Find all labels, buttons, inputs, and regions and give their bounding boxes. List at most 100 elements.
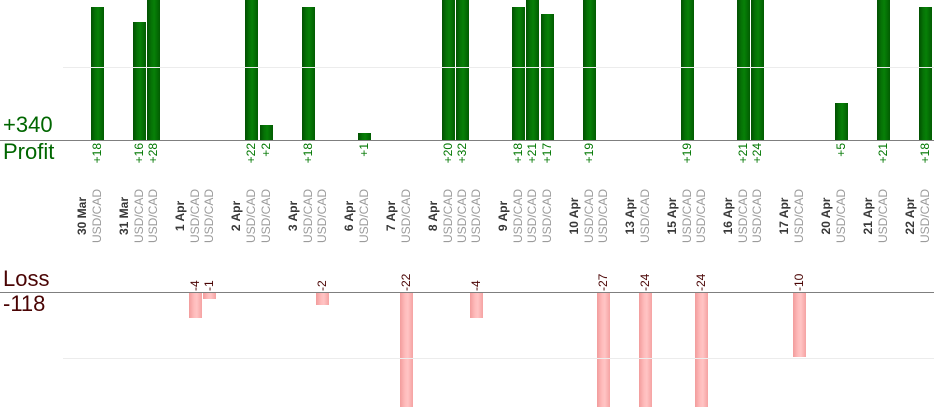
trade-value-label: +18 <box>511 143 526 164</box>
profit-bar <box>526 0 540 140</box>
loss-bar <box>399 292 413 407</box>
instrument-tick-label: USD/CAD <box>188 188 203 244</box>
date-tick-label: 22 Apr <box>903 197 918 235</box>
trade-value-label: +21 <box>736 143 750 164</box>
trade-value-label: +20 <box>440 143 455 164</box>
instrument-tick-label: USD/CAD <box>146 188 161 244</box>
date-tick-label: 9 Apr <box>496 200 511 232</box>
trade-value-label: -2 <box>314 280 329 291</box>
profit-bar <box>582 0 596 140</box>
instrument-tick-label: USD/CAD <box>581 188 596 244</box>
profit-bar <box>540 14 554 140</box>
loss-bar <box>315 292 329 305</box>
profit-bars-panel <box>0 0 934 140</box>
instrument-tick-label: USD/CAD <box>595 188 610 244</box>
trade-value-label: +5 <box>834 143 849 157</box>
profit-bar <box>737 0 750 140</box>
trade-value-label: -27 <box>595 273 610 291</box>
profit-bar <box>751 0 765 140</box>
date-tick-label: 3 Apr <box>285 200 300 232</box>
instrument-tick-label: USD/CAD <box>792 188 807 244</box>
trade-value-label: +21 <box>525 143 540 164</box>
loss-bar <box>695 292 708 407</box>
profit-panel-title: Profit <box>3 139 55 164</box>
instrument-tick-label: USD/CAD <box>132 188 146 244</box>
trade-value-label: +1 <box>356 143 371 157</box>
date-tick-label: 21 Apr <box>861 197 876 235</box>
profit-bar <box>919 6 933 140</box>
trade-value-label: -24 <box>694 273 708 291</box>
loss-panel-title: Loss <box>3 266 50 291</box>
instrument-tick-label: USD/CAD <box>258 188 273 244</box>
date-tick-label: 1 Apr <box>173 200 188 232</box>
date-tick-label: 17 Apr <box>777 197 792 235</box>
trade-value-label: +21 <box>876 143 891 164</box>
profit-bar <box>877 0 891 140</box>
date-tick-label: 10 Apr <box>566 197 581 235</box>
instrument-tick-label: USD/CAD <box>90 188 104 244</box>
profit-bar <box>357 132 371 140</box>
trade-value-label: -1 <box>202 280 217 291</box>
instrument-tick-label: USD/CAD <box>314 188 329 244</box>
profit-axis-line <box>0 140 934 141</box>
total-loss-label: -118 <box>3 291 46 316</box>
profit-bar <box>512 6 526 140</box>
profit-bar <box>456 0 469 140</box>
trade-value-label: +18 <box>90 143 104 164</box>
instrument-tick-label: USD/CAD <box>511 188 526 244</box>
trade-value-label: -22 <box>398 273 413 291</box>
loss-bar <box>596 292 610 407</box>
date-tick-label: 8 Apr <box>425 200 440 232</box>
profit-bar <box>301 6 315 140</box>
trade-value-label: +18 <box>300 143 315 164</box>
instrument-tick-label: USD/CAD <box>637 188 652 244</box>
instrument-tick-label: USD/CAD <box>736 188 750 244</box>
loss-bar <box>793 292 807 357</box>
date-tick-label: 13 Apr <box>622 197 637 235</box>
loss-axis-line <box>0 292 934 293</box>
profit-bar <box>147 0 161 140</box>
profit-gridline-plus10 <box>63 67 934 68</box>
instrument-tick-label: USD/CAD <box>202 188 217 244</box>
date-tick-label: 20 Apr <box>819 197 834 235</box>
profit-bar <box>245 0 259 140</box>
instrument-tick-label: USD/CAD <box>539 188 554 244</box>
trade-value-label: +19 <box>679 143 694 164</box>
loss-bar <box>638 292 652 407</box>
profit-bar <box>133 21 146 140</box>
instrument-tick-label: USD/CAD <box>679 188 694 244</box>
trade-value-label: +19 <box>581 143 596 164</box>
trade-value-label: +18 <box>918 143 933 164</box>
instrument-tick-label: USD/CAD <box>694 188 708 244</box>
loss-bar <box>189 292 203 318</box>
instrument-tick-label: USD/CAD <box>398 188 413 244</box>
instrument-tick-label: USD/CAD <box>455 188 469 244</box>
profit-bar <box>441 0 455 140</box>
date-tick-label: 16 Apr <box>721 197 735 235</box>
trade-value-label: +28 <box>146 143 161 164</box>
trade-value-label: -10 <box>792 273 807 291</box>
instrument-tick-label: USD/CAD <box>356 188 371 244</box>
total-profit-label: +340 <box>3 112 53 137</box>
loss-bar <box>470 292 484 318</box>
trade-value-label: -4 <box>188 280 203 291</box>
profit-bar <box>680 0 694 140</box>
instrument-tick-label: USD/CAD <box>525 188 540 244</box>
instrument-tick-label: USD/CAD <box>244 188 259 244</box>
instrument-tick-label: USD/CAD <box>300 188 315 244</box>
instrument-tick-label: USD/CAD <box>876 188 891 244</box>
instrument-tick-label: USD/CAD <box>440 188 455 244</box>
trade-value-label: +32 <box>455 143 469 164</box>
profit-bar <box>835 103 849 140</box>
loss-bar <box>203 292 217 299</box>
trade-value-label: +16 <box>132 143 146 164</box>
loss-bars-panel <box>0 292 934 407</box>
profit-bar <box>259 125 273 140</box>
date-tick-label: 15 Apr <box>664 197 679 235</box>
date-tick-label: 6 Apr <box>341 200 356 232</box>
instrument-tick-label: USD/CAD <box>834 188 849 244</box>
trade-value-label: +2 <box>258 143 273 157</box>
trade-value-label: -24 <box>637 273 652 291</box>
date-tick-label: 2 Apr <box>229 200 244 232</box>
